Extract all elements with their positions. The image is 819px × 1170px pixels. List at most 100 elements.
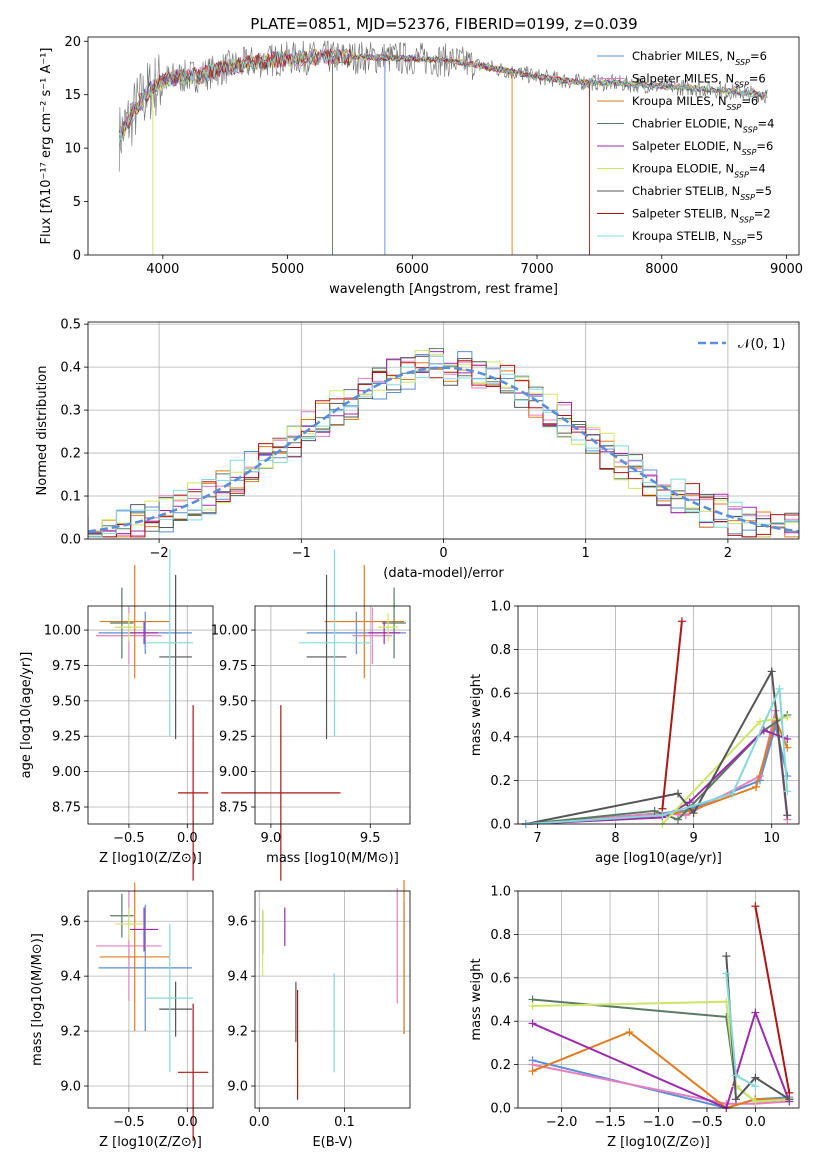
x-tick-label: −2 [150, 546, 169, 561]
axes-weight_vs_age: 7 8 9 10 0.0 0.2 0.4 0.6 0.8 1.0 age [log10(age/yr… [469, 600, 800, 866]
normal-curve [88, 366, 799, 533]
legend-label: 𝒩(0, 1) [738, 337, 785, 352]
y-tick-label: 9.6 [60, 915, 81, 930]
weight-line [532, 1009, 791, 1110]
y-tick-label: 9.4 [60, 970, 81, 985]
x-tick-label: 8000 [645, 262, 678, 277]
x-tick-label: 9.0 [261, 831, 282, 846]
legend-label: Kroupa MILES, NSSP=6 [632, 94, 758, 112]
y-tick-label: 0.4 [490, 730, 511, 745]
x-tick-label: 5000 [271, 262, 304, 277]
y-tick-label: 9.0 [227, 1080, 248, 1095]
weight-line [525, 721, 789, 825]
y-tick-label: 20 [64, 35, 81, 50]
legend-label: Salpeter STELIB, NSSP=2 [632, 207, 771, 225]
x-axis-label: Z [log10(Z/Z⊙)] [99, 1135, 202, 1150]
axes-frame [517, 605, 800, 825]
y-tick-label: 0.1 [60, 490, 81, 505]
x-axis-label: Z [log10(Z/Z⊙)] [99, 851, 202, 866]
x-axis-label: Z [log10(Z/Z⊙)] [607, 1135, 710, 1150]
x-tick-label: 7 [533, 831, 541, 846]
legend-label: Chabrier STELIB, NSSP=5 [632, 184, 772, 202]
y-tick-label: 0.3 [60, 404, 81, 419]
y-tick-label: 0.0 [490, 818, 511, 833]
y-tick-label: 9.4 [227, 970, 248, 985]
y-tick-label: 9.2 [227, 1025, 248, 1040]
x-tick-label: 2 [724, 546, 732, 561]
y-tick-label: 0.8 [490, 928, 511, 943]
axes-mass_vs_Z: −0.5 0.0 9.0 9.2 9.4 9.6 Z [log10(Z/Z⊙)] mass [… [30, 882, 214, 1150]
y-tick-label: 1.0 [490, 600, 511, 615]
plot-area [88, 348, 799, 538]
plot-area [221, 549, 407, 881]
weight-line [525, 688, 789, 825]
figure-title: PLATE=0851, MJD=52376, FIBERID=0199, z=0… [250, 15, 637, 33]
y-tick-label: 15 [64, 88, 81, 103]
axes-frame [87, 890, 214, 1109]
x-tick-label: −0.5 [691, 1115, 723, 1130]
weight-line [525, 710, 789, 825]
legend-label: Salpeter MILES, NSSP=6 [632, 72, 766, 90]
y-tick-label: 0.2 [490, 1058, 511, 1073]
y-tick-label: 0.2 [60, 447, 81, 462]
x-tick-label: 0.0 [745, 1115, 766, 1130]
y-tick-label: 9.00 [52, 765, 81, 780]
y-axis-label: mass weight [469, 674, 484, 756]
y-axis-label: age [log10(age/yr)] [19, 652, 34, 779]
axes-frame [87, 321, 800, 540]
x-tick-label: 9 [689, 831, 697, 846]
x-tick-label: −2.0 [546, 1115, 578, 1130]
y-tick-label: 1.0 [490, 885, 511, 900]
x-tick-label: −0.5 [113, 831, 145, 846]
axes-spectrum: 4000 5000 6000 7000 8000 9000 0 5 10 15 20 waveleng… [39, 35, 803, 297]
subplots: 4000 5000 6000 7000 8000 900005101520waveleng… [19, 35, 803, 1150]
axes-frame [517, 890, 800, 1109]
x-tick-label: −1.0 [643, 1115, 675, 1130]
x-tick-label: 0.0 [177, 1115, 198, 1130]
x-tick-label: 0.0 [249, 1115, 270, 1130]
plot-area [96, 882, 209, 1141]
y-tick-label: 0.4 [490, 1015, 511, 1030]
y-axis-label: mass weight [469, 958, 484, 1040]
plot-area [521, 617, 792, 828]
axes-mass_vs_ebv: 0.0 0.1 9.0 9.2 9.4 9.6 E(B-V) [227, 880, 411, 1150]
axes-frame [254, 605, 411, 825]
y-tick-label: 0.4 [60, 361, 81, 376]
y-tick-label: 9.75 [219, 659, 248, 674]
x-axis-label: (data-model)/error [383, 566, 504, 581]
plot-area [262, 880, 405, 1100]
axes-residuals: −2 −1 0 1 2 0.0 0.1 0.2 0.3 0.4 0.5 (data-model)/er… [35, 318, 800, 581]
weight-line [525, 714, 788, 825]
x-tick-label: 7000 [521, 262, 554, 277]
x-tick-label: 0.0 [177, 831, 198, 846]
legend-label: Chabrier MILES, NSSP=6 [632, 49, 767, 67]
plot-area [118, 40, 768, 255]
weight-line [525, 729, 788, 825]
y-tick-label: 10.00 [44, 624, 81, 639]
x-tick-label: 9000 [770, 262, 803, 277]
y-tick-label: 9.50 [52, 694, 81, 709]
y-tick-label: 9.0 [60, 1080, 81, 1095]
y-tick-label: 9.25 [219, 730, 248, 745]
x-tick-label: 0 [439, 546, 447, 561]
legend-label: Chabrier ELODIE, NSSP=4 [632, 117, 774, 135]
y-tick-label: 9.50 [219, 694, 248, 709]
axes-age_vs_Z: −0.5 0.0 8.75 9.00 9.25 9.50 9.75 10.00 Z [log10… [19, 549, 214, 881]
x-axis-label: mass [log10(M/M⊙)] [266, 851, 399, 866]
plot-area [96, 549, 209, 881]
y-tick-label: 0.0 [490, 1102, 511, 1117]
y-axis-label: Flux [fλ10⁻¹⁷ erg cm⁻² s⁻¹ A⁻¹] [39, 48, 54, 245]
y-tick-label: 9.2 [60, 1025, 81, 1040]
x-axis-label: age [log10(age/yr)] [595, 851, 722, 866]
x-tick-label: 8 [611, 831, 619, 846]
x-tick-label: 10 [763, 831, 780, 846]
y-tick-label: 9.75 [52, 659, 81, 674]
legend-label: Salpeter ELODIE, NSSP=6 [632, 139, 773, 157]
axes-weight_vs_Z: −2.0 −1.5 −1.0 −0.5 0.0 0.0 0.2 0.4 0.6 0.8 1.0 Z [… [469, 885, 800, 1150]
weight-line [661, 621, 683, 809]
x-tick-label: 6000 [396, 262, 429, 277]
y-tick-label: 0.6 [490, 971, 511, 986]
y-tick-label: 5 [73, 195, 81, 210]
y-axis-label: Normed distribution [35, 366, 50, 496]
axes-frame [87, 36, 800, 256]
